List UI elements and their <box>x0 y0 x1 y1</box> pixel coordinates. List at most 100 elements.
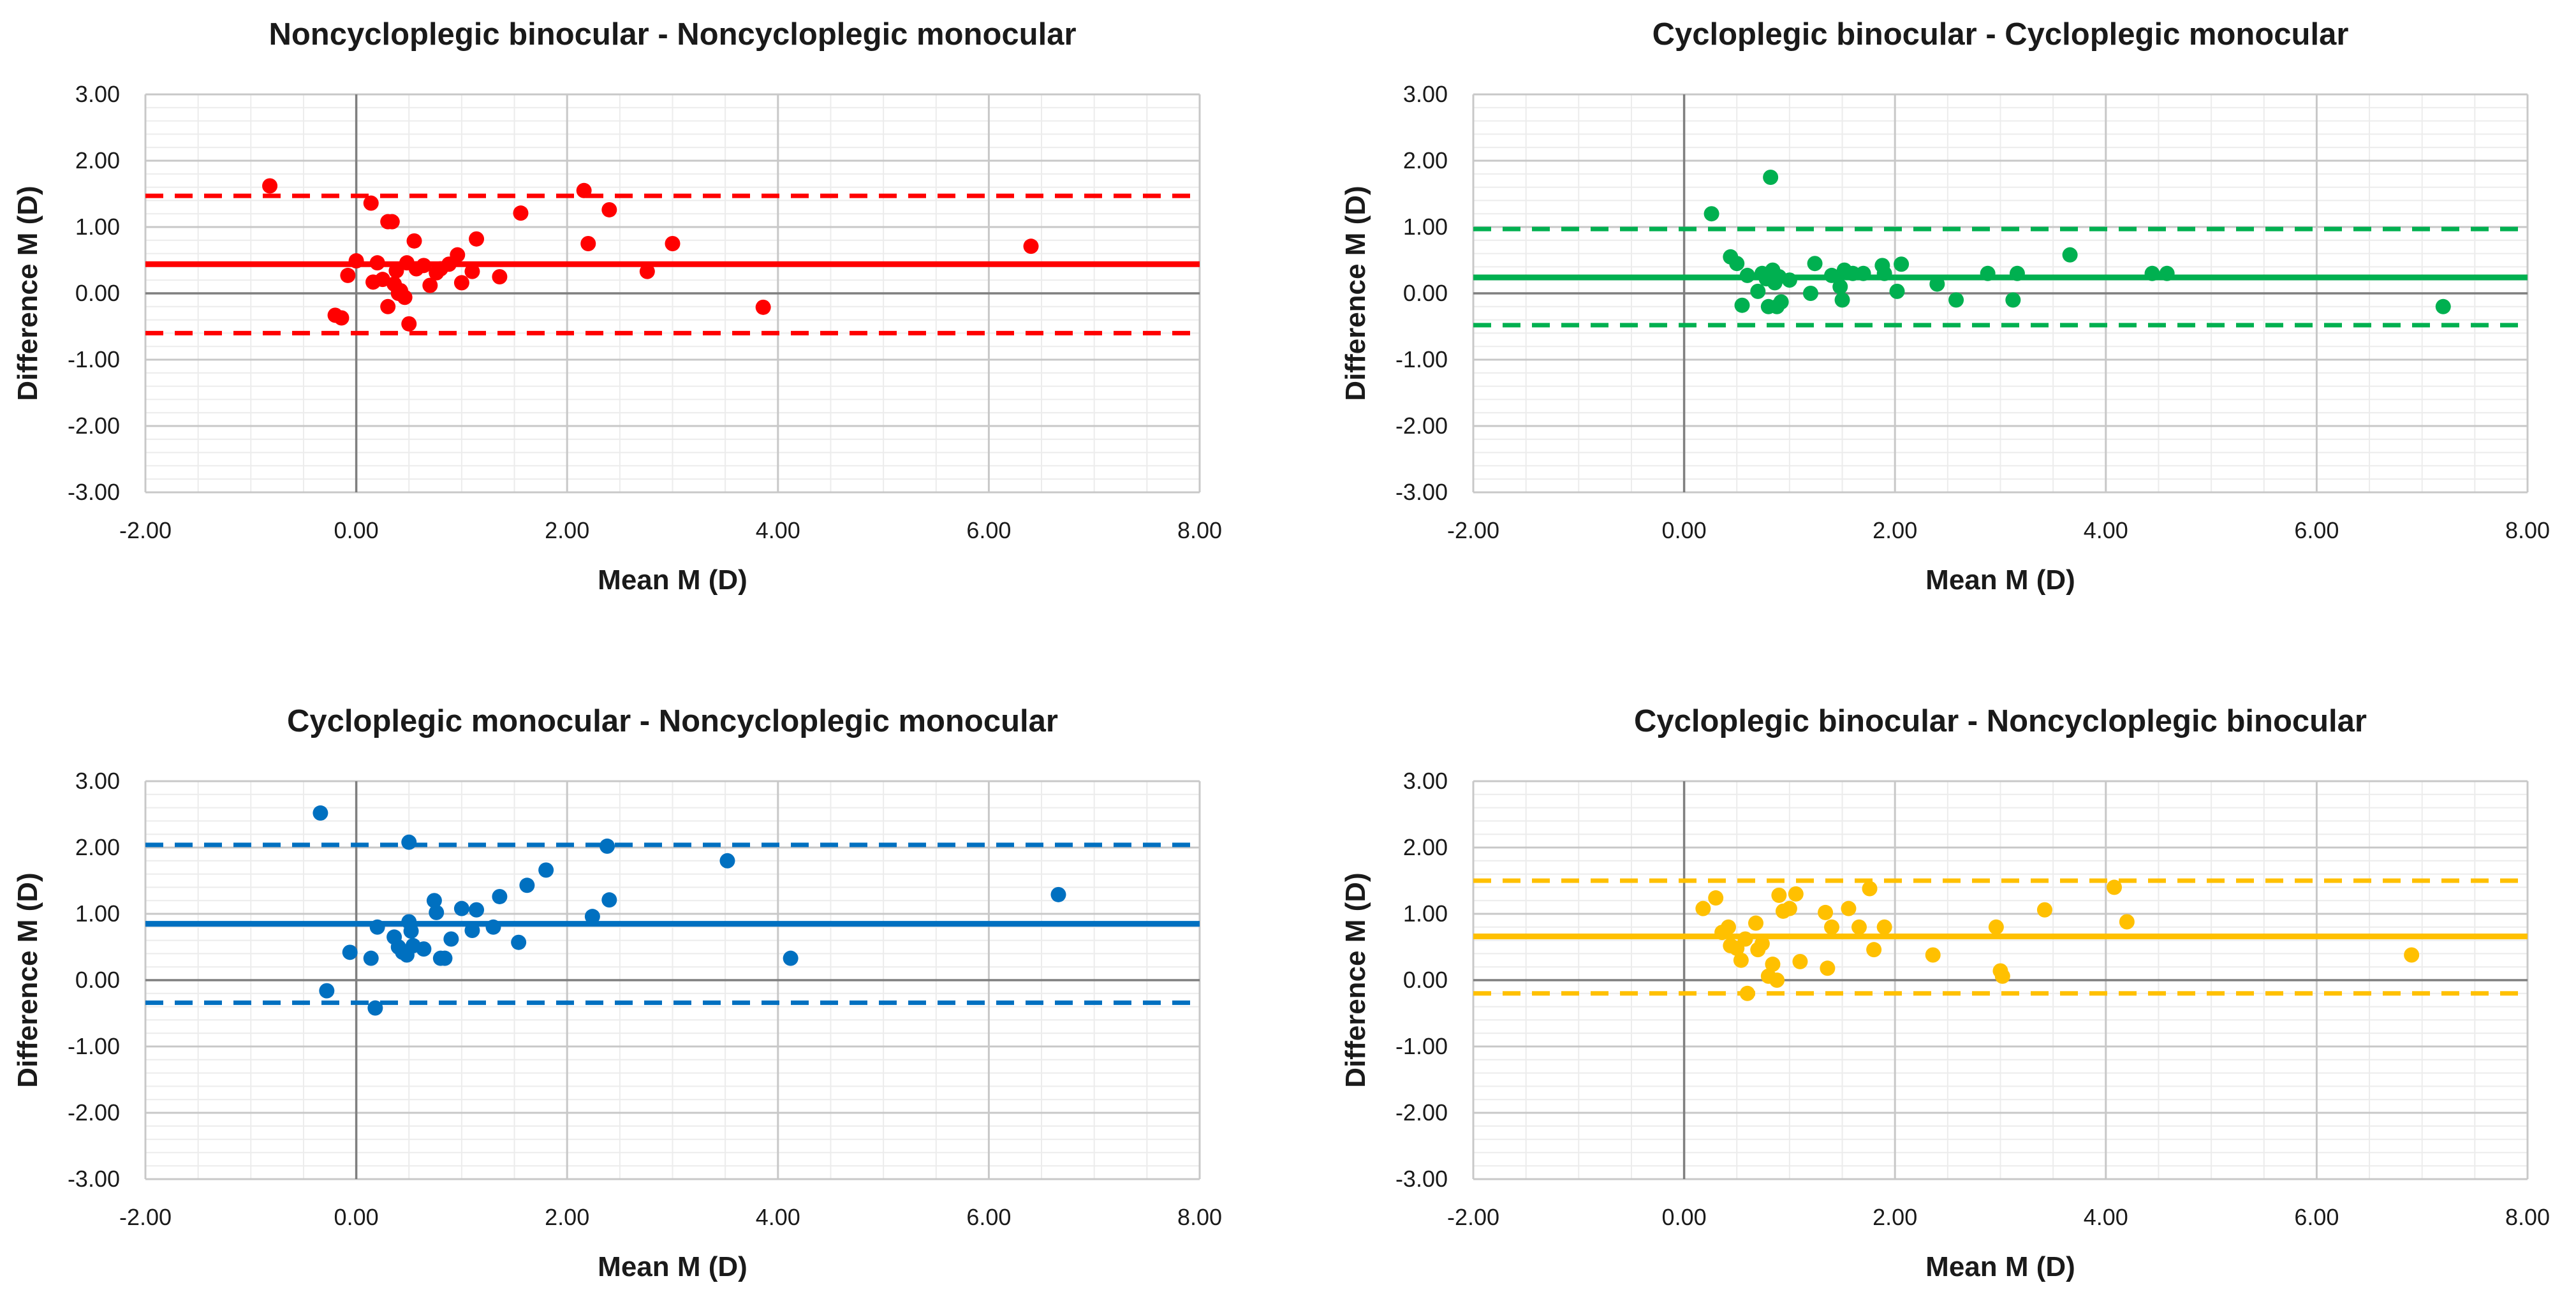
data-point <box>437 950 453 966</box>
x-axis-title: Mean M (D) <box>598 1251 747 1282</box>
y-tick-label: 2.00 <box>75 147 120 173</box>
data-point <box>519 877 535 893</box>
data-point <box>2107 879 2123 895</box>
data-point <box>1876 919 1892 935</box>
y-tick-label: -2.00 <box>1395 1099 1448 1126</box>
data-point <box>513 205 529 221</box>
data-point <box>1876 265 1892 281</box>
data-point <box>1929 276 1945 292</box>
data-point <box>665 236 681 251</box>
data-point <box>1733 952 1749 968</box>
data-point <box>1734 297 1750 313</box>
data-point <box>401 834 417 850</box>
x-tick-label: 8.00 <box>1177 517 1222 543</box>
data-point <box>262 178 278 194</box>
data-point <box>1708 890 1724 906</box>
y-axis-title: Difference M (D) <box>1340 872 1371 1087</box>
x-tick-label: -2.00 <box>1447 517 1499 543</box>
y-tick-label: 1.00 <box>1403 900 1448 927</box>
x-tick-label: 0.00 <box>1662 517 1707 543</box>
data-point <box>1862 881 1878 897</box>
data-point <box>464 263 480 279</box>
data-point <box>1023 239 1039 254</box>
x-tick-label: 4.00 <box>756 517 800 543</box>
y-tick-label: 0.00 <box>75 280 120 306</box>
data-point <box>1737 931 1753 947</box>
data-point <box>334 310 350 326</box>
data-point <box>492 888 508 904</box>
data-point <box>348 253 364 269</box>
y-axis-title: Difference M (D) <box>12 186 43 400</box>
data-point <box>2159 265 2175 281</box>
data-point <box>1754 936 1770 951</box>
data-point <box>1765 957 1781 973</box>
data-point <box>380 298 396 314</box>
data-point <box>1855 265 1871 281</box>
chart-title: Cycloplegic monocular - Noncycloplegic m… <box>287 704 1058 738</box>
data-point <box>384 214 400 230</box>
data-point <box>397 290 413 305</box>
y-tick-label: 2.00 <box>1403 147 1448 173</box>
data-point <box>1824 267 1840 283</box>
data-point <box>406 233 422 249</box>
x-axis-title: Mean M (D) <box>1925 564 2075 596</box>
y-tick-label: 3.00 <box>75 81 120 107</box>
y-tick-label: 3.00 <box>1403 768 1448 794</box>
x-tick-label: 8.00 <box>2505 517 2550 543</box>
data-point <box>403 923 419 939</box>
x-tick-label: 2.00 <box>545 517 589 543</box>
data-point <box>401 316 417 332</box>
x-tick-label: -2.00 <box>1447 1204 1499 1230</box>
data-point <box>422 277 438 293</box>
data-point <box>1834 292 1850 308</box>
data-point <box>469 231 485 247</box>
data-point <box>1889 283 1905 299</box>
data-point <box>719 853 735 869</box>
data-point <box>1769 973 1785 988</box>
y-tick-label: -3.00 <box>68 479 120 505</box>
x-tick-label: 4.00 <box>2084 517 2128 543</box>
data-point <box>363 195 379 211</box>
y-tick-label: -1.00 <box>68 346 120 372</box>
data-point <box>2062 247 2078 263</box>
y-tick-label: 1.00 <box>1403 214 1448 240</box>
data-point <box>2036 902 2052 918</box>
data-point <box>416 258 432 274</box>
data-point <box>363 950 379 966</box>
data-point <box>2119 914 2135 930</box>
data-point <box>1841 900 1857 916</box>
data-point <box>1832 279 1848 295</box>
x-tick-label: 6.00 <box>2294 1204 2339 1230</box>
data-point <box>1866 942 1882 958</box>
data-point <box>601 202 617 217</box>
data-point <box>1704 206 1719 222</box>
data-point <box>453 275 469 291</box>
y-tick-label: 1.00 <box>75 900 120 927</box>
data-point <box>369 255 385 271</box>
y-tick-label: -2.00 <box>68 1099 120 1126</box>
data-point <box>1824 919 1840 935</box>
data-point <box>2435 298 2451 314</box>
y-tick-label: 3.00 <box>1403 81 1448 107</box>
y-tick-label: -1.00 <box>1395 346 1448 372</box>
data-point <box>580 236 596 251</box>
data-point <box>1820 960 1836 976</box>
data-point <box>1771 887 1787 903</box>
y-tick-label: 2.00 <box>75 834 120 860</box>
data-point <box>319 983 335 999</box>
x-tick-label: -2.00 <box>119 517 172 543</box>
x-tick-label: 6.00 <box>2294 517 2339 543</box>
chart-panel-cyclo-bin-vs-mono: -2.00 0.00 2.00 4.00 6.00 8.00 3.00 2.00 1.00 0.0… <box>1340 17 2550 596</box>
data-point <box>388 263 404 279</box>
x-tick-label: 2.00 <box>1873 1204 1917 1230</box>
data-point <box>426 893 442 909</box>
data-point <box>1050 886 1066 902</box>
data-point <box>783 950 799 966</box>
data-point <box>601 892 617 908</box>
chart-title: Cycloplegic binocular - Cycloplegic mono… <box>1652 17 2349 52</box>
data-point <box>369 919 385 935</box>
data-point <box>450 247 466 263</box>
data-point <box>485 919 501 935</box>
data-point <box>1763 170 1779 185</box>
data-point <box>1807 256 1823 272</box>
